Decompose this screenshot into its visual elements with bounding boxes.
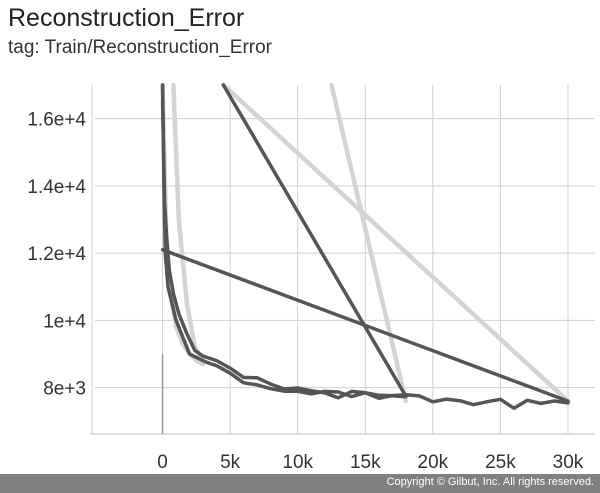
chart-tag: tag: Train/Reconstruction_Error xyxy=(8,37,273,58)
y-tick-label: 1.6e+4 xyxy=(27,110,86,131)
reconstruction-error-chart[interactable]: 8e+3 1e+4 1.2e+4 1.4e+4 1.6e+4 0 5k 10k 15k 20k 25… xyxy=(0,0,600,474)
series-line-dark xyxy=(221,83,408,398)
x-tick-label: 10k xyxy=(282,452,313,473)
y-tick-label: 1e+4 xyxy=(43,311,86,332)
series-line-light xyxy=(221,82,571,404)
x-tick-label: 20k xyxy=(418,452,449,473)
x-tick-label: 0 xyxy=(157,452,168,473)
copyright-text: Copyright © Gilbut, Inc. All rights rese… xyxy=(386,476,594,488)
series-line-dark xyxy=(160,100,408,400)
footer-bar: Copyright © Gilbut, Inc. All rights rese… xyxy=(0,474,600,493)
chart-title: Reconstruction_Error xyxy=(8,4,245,32)
y-tick-label: 1.2e+4 xyxy=(27,244,86,265)
x-tick-label: 30k xyxy=(553,452,584,473)
y-tick-label: 1.4e+4 xyxy=(27,177,86,198)
x-tick-label: 15k xyxy=(350,452,381,473)
series-line-light xyxy=(171,82,206,363)
x-tick-label: 25k xyxy=(485,452,516,473)
x-tick-label: 5k xyxy=(220,452,241,473)
y-tick-label: 8e+3 xyxy=(43,379,86,400)
dark-series-layer xyxy=(160,83,570,410)
axis-layer: 8e+3 1e+4 1.2e+4 1.4e+4 1.6e+4 0 5k 10k 15k 20k 25… xyxy=(27,110,583,473)
series-line-light xyxy=(329,82,409,404)
grid-layer xyxy=(90,85,595,435)
